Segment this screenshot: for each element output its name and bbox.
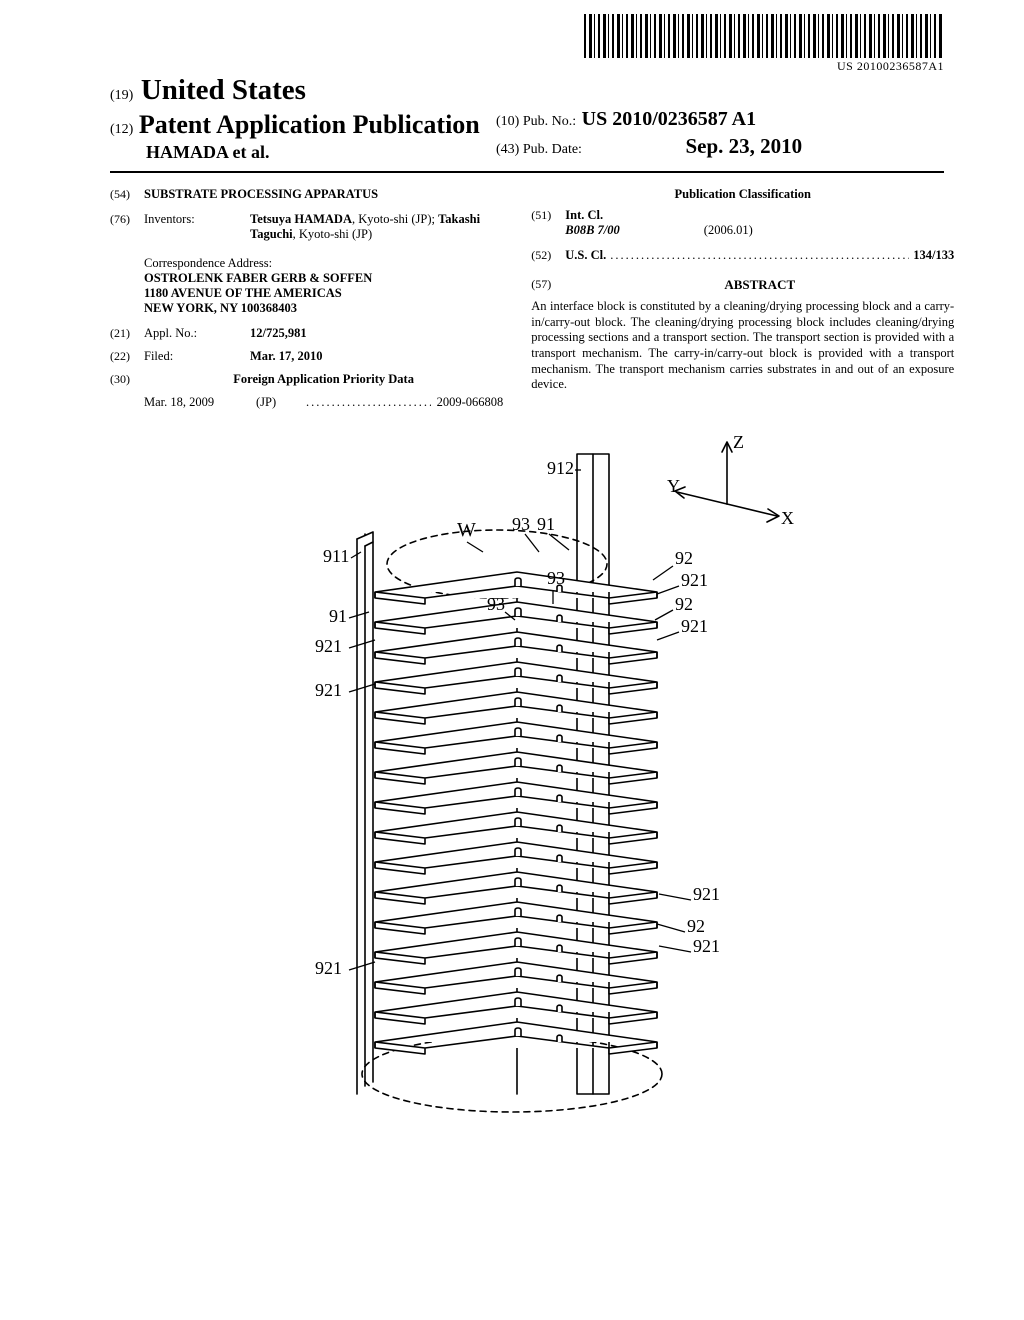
foreign-heading: Foreign Application Priority Data [144, 372, 503, 387]
abstract-heading: ABSTRACT [565, 277, 954, 293]
right-column: Publication Classification (51) Int. Cl.… [531, 187, 954, 410]
svg-text:Z: Z [733, 434, 744, 452]
inventors: Tetsuya HAMADA, Kyoto-shi (JP); Takashi … [250, 212, 503, 242]
svg-text:93: 93 [512, 514, 530, 534]
code-12: (12) [110, 122, 133, 137]
abstract-body: An interface block is constituted by a c… [531, 299, 954, 393]
svg-text:911: 911 [323, 546, 349, 566]
code-19: (19) [110, 88, 133, 103]
divider [110, 171, 944, 173]
svg-text:91: 91 [537, 514, 555, 534]
field-54: (54) SUBSTRATE PROCESSING APPARATUS [110, 187, 503, 202]
field-label: Filed: [144, 349, 250, 364]
left-rail [357, 532, 373, 1094]
columns: (54) SUBSTRATE PROCESSING APPARATUS (76)… [110, 187, 944, 410]
pub-class-heading: Publication Classification [531, 187, 954, 202]
field-52: (52) U.S. Cl. ..........................… [531, 248, 954, 263]
corr-line2: 1180 AVENUE OF THE AMERICAS [144, 286, 503, 301]
header-line1: (19) United States [110, 74, 944, 107]
field-30: (30) Foreign Application Priority Data [110, 372, 503, 387]
svg-text:93: 93 [547, 568, 565, 588]
intcl-label: Int. Cl. [565, 208, 752, 223]
code-10: (10) [496, 114, 519, 129]
figure: ZYX912W939191191921921939392921929219219… [110, 434, 944, 1129]
foreign-number: 2009-066808 [431, 395, 504, 410]
pub-no-label: Pub. No.: [523, 114, 576, 129]
field-51: (51) Int. Cl. B08B 7/00 (2006.01) [531, 208, 954, 238]
field-num: (22) [110, 349, 144, 364]
svg-text:921: 921 [315, 680, 342, 700]
pub-type: Patent Application Publication [139, 110, 480, 139]
field-label: Appl. No.: [144, 326, 250, 341]
corr-line1: OSTROLENK FABER GERB & SOFFEN [144, 271, 503, 286]
foreign-priority-row: Mar. 18, 2009 (JP) .....................… [144, 395, 503, 410]
intcl-year: (2006.01) [704, 223, 753, 238]
svg-text:921: 921 [315, 958, 342, 978]
correspondence: Correspondence Address: OSTROLENK FABER … [144, 256, 503, 316]
filed-date: Mar. 17, 2010 [250, 349, 503, 364]
intcl-code: B08B 7/00 [565, 223, 620, 238]
field-21: (21) Appl. No.: 12/725,981 [110, 326, 503, 341]
field-57: (57) ABSTRACT [531, 277, 954, 299]
appl-no: 12/725,981 [250, 326, 503, 341]
field-label: Inventors: [144, 212, 250, 242]
field-num: (76) [110, 212, 144, 242]
svg-text:92: 92 [687, 916, 705, 936]
axes [675, 442, 779, 522]
corr-line3: NEW YORK, NY 100368403 [144, 301, 503, 316]
svg-text:91: 91 [329, 606, 347, 626]
field-num: (51) [531, 208, 565, 238]
field-76: (76) Inventors: Tetsuya HAMADA, Kyoto-sh… [110, 212, 503, 242]
field-num: (57) [531, 277, 565, 299]
field-num: (52) [531, 248, 565, 263]
left-column: (54) SUBSTRATE PROCESSING APPARATUS (76)… [110, 187, 503, 410]
intcl-block: Int. Cl. B08B 7/00 (2006.01) [565, 208, 752, 238]
pub-date-label: Pub. Date: [523, 142, 582, 157]
svg-text:93: 93 [487, 594, 505, 614]
field-num: (54) [110, 187, 144, 202]
uscl-value: 134/133 [913, 248, 954, 263]
corr-label: Correspondence Address: [144, 256, 503, 271]
header-right: (10) Pub. No.: US 2010/0236587 A1 (43) P… [496, 108, 802, 159]
svg-text:921: 921 [315, 636, 342, 656]
pub-date: Sep. 23, 2010 [685, 134, 802, 158]
figure-svg: ZYX912W939191191921921939392921929219219… [257, 434, 797, 1124]
svg-text:W: W [457, 519, 476, 541]
svg-text:921: 921 [693, 936, 720, 956]
svg-text:921: 921 [693, 884, 720, 904]
svg-text:92: 92 [675, 548, 693, 568]
country-title: United States [141, 74, 306, 106]
svg-text:921: 921 [681, 616, 708, 636]
uscl-label: U.S. Cl. [565, 248, 606, 263]
invention-title: SUBSTRATE PROCESSING APPARATUS [144, 187, 503, 202]
dots: .............................. [306, 395, 431, 410]
field-num: (21) [110, 326, 144, 341]
field-num: (30) [110, 372, 144, 387]
barcode-block: US 20100236587A1 [584, 14, 944, 74]
barcode [584, 14, 944, 58]
foreign-date: Mar. 18, 2009 [144, 395, 256, 410]
svg-text:X: X [781, 508, 794, 528]
barcode-label: US 20100236587A1 [584, 59, 944, 74]
code-43: (43) [496, 142, 519, 157]
svg-text:921: 921 [681, 570, 708, 590]
svg-text:Y: Y [667, 476, 680, 496]
pub-no: US 2010/0236587 A1 [582, 108, 756, 130]
svg-text:92: 92 [675, 594, 693, 614]
field-22: (22) Filed: Mar. 17, 2010 [110, 349, 503, 364]
dots: ........................................… [610, 248, 909, 263]
foreign-country: (JP) [256, 395, 306, 410]
svg-text:912: 912 [547, 458, 574, 478]
